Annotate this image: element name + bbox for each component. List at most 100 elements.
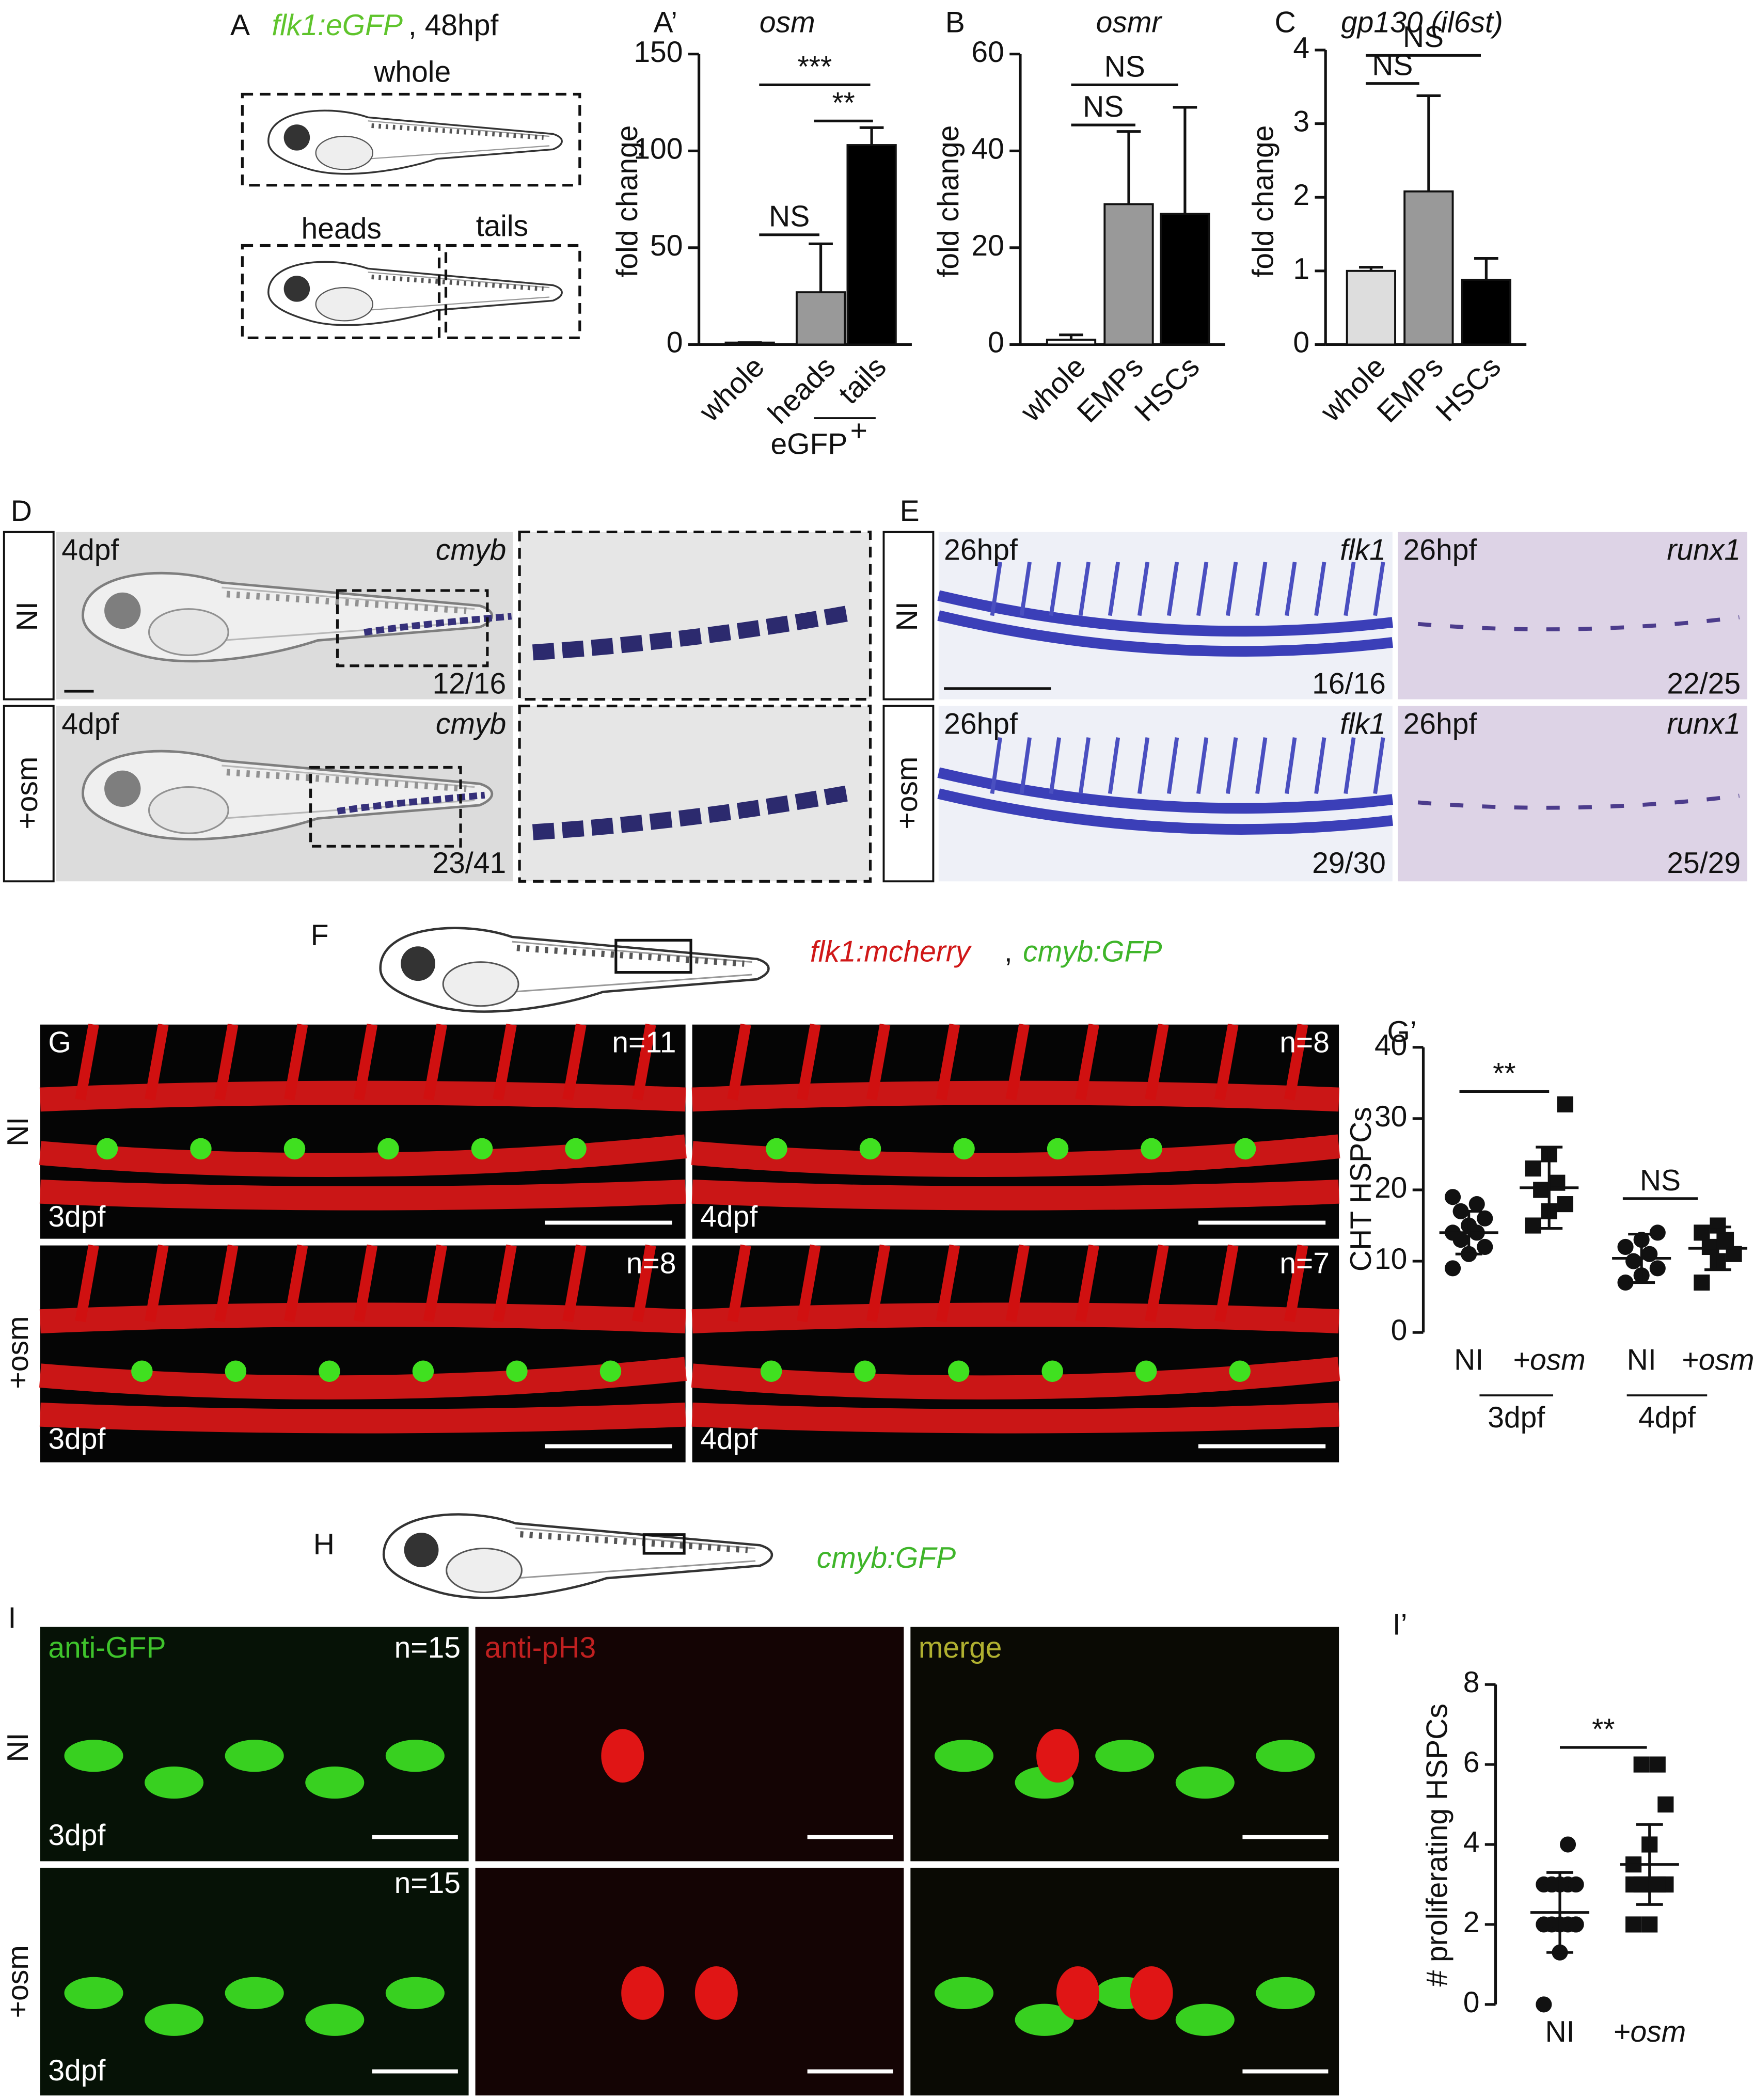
gfp-cell bbox=[1256, 1740, 1315, 1772]
data-point bbox=[1444, 1189, 1461, 1205]
data-point bbox=[1525, 1217, 1541, 1234]
x-tick-label: EMPs bbox=[1071, 350, 1150, 429]
sprout bbox=[145, 1023, 169, 1101]
bar bbox=[1160, 213, 1210, 346]
sprout bbox=[1078, 737, 1091, 794]
sprout bbox=[866, 1023, 891, 1101]
panel-label: B bbox=[945, 6, 965, 39]
region-label: tails bbox=[476, 210, 528, 243]
ph3-nucleus bbox=[601, 1729, 644, 1783]
sprout bbox=[1166, 562, 1179, 616]
sprout bbox=[562, 1023, 587, 1101]
stage: 3dpf bbox=[48, 1819, 105, 1852]
sprout bbox=[1285, 562, 1297, 616]
sprout bbox=[493, 1023, 517, 1101]
x-tick-label: whole bbox=[1314, 350, 1392, 428]
y-axis-label: # proliferating HSPCs bbox=[1421, 1704, 1454, 1986]
sprout bbox=[353, 1023, 378, 1101]
data-point bbox=[1633, 1876, 1650, 1893]
gfp-cell bbox=[935, 1977, 994, 2009]
bar bbox=[724, 341, 775, 346]
significance-label: NS bbox=[1640, 1164, 1681, 1197]
staining bbox=[1417, 793, 1740, 810]
y-tick-label: 0 bbox=[1463, 1986, 1480, 2019]
gene: flk1 bbox=[1340, 533, 1386, 566]
bar bbox=[1346, 269, 1396, 346]
data-point bbox=[1649, 1224, 1666, 1241]
x-tick-label: +osm bbox=[1513, 1343, 1586, 1376]
row-box bbox=[882, 531, 935, 701]
data-point bbox=[1536, 1996, 1552, 2013]
n-label: n=8 bbox=[626, 1247, 676, 1280]
data-point bbox=[1533, 1182, 1550, 1198]
sprout bbox=[1226, 737, 1238, 794]
channel: anti-pH3 bbox=[485, 1631, 596, 1664]
gfp-cell bbox=[225, 1740, 284, 1772]
gfp-cell bbox=[1135, 1360, 1157, 1382]
chart: G’ CHT HSPCs 0 10 20 30 40 ** NS NI +osm NI +osm 3dpf… bbox=[1345, 1015, 1754, 1434]
ph3-nucleus bbox=[1130, 1966, 1173, 2020]
gene: flk1 bbox=[1340, 708, 1386, 741]
count: 29/30 bbox=[1312, 847, 1386, 880]
stage: 4dpf bbox=[700, 1422, 757, 1455]
sprout bbox=[1145, 1023, 1169, 1101]
region-label: heads bbox=[302, 212, 382, 245]
data-point bbox=[1468, 1196, 1485, 1213]
sprout bbox=[797, 1244, 821, 1323]
transgene: cmyb:GFP bbox=[817, 1541, 956, 1574]
gene: runx1 bbox=[1667, 708, 1741, 741]
row-label: +osm bbox=[2, 1945, 35, 2018]
sprout bbox=[936, 1244, 960, 1323]
sprout bbox=[1075, 1244, 1099, 1323]
staining bbox=[1417, 615, 1740, 631]
gfp-cell bbox=[1041, 1360, 1063, 1382]
y-tick-label: 150 bbox=[634, 36, 683, 69]
vessels bbox=[937, 590, 1394, 657]
y-tick-label: 100 bbox=[634, 132, 683, 165]
row-box bbox=[882, 705, 935, 883]
gfp-cell bbox=[283, 1138, 306, 1160]
sprout bbox=[1075, 1023, 1099, 1101]
sprout bbox=[1108, 737, 1120, 794]
data-point bbox=[1444, 1260, 1461, 1277]
fish-drawing bbox=[268, 110, 562, 173]
group-label: 4dpf bbox=[1638, 1401, 1696, 1434]
sprout bbox=[1373, 562, 1385, 616]
fish-drawing bbox=[381, 928, 769, 1012]
transgene: flk1:mcherry bbox=[810, 935, 972, 968]
gfp-cell bbox=[305, 2003, 365, 2036]
data-point bbox=[1536, 1916, 1552, 1933]
sprout bbox=[1166, 737, 1179, 794]
data-point bbox=[1641, 1246, 1658, 1262]
gfp-cell bbox=[225, 1360, 247, 1382]
sprout bbox=[214, 1023, 239, 1101]
sprout bbox=[75, 1244, 99, 1323]
sprout bbox=[493, 1244, 517, 1323]
n-label: n=15 bbox=[394, 1867, 461, 1900]
data-point bbox=[1717, 1232, 1734, 1248]
gfp-cell bbox=[1175, 1766, 1235, 1799]
gfp-cell bbox=[385, 1977, 445, 2009]
panel-label: G’ bbox=[1387, 1015, 1416, 1048]
transgene: cmyb:GFP bbox=[1023, 935, 1162, 968]
sprout bbox=[632, 1023, 656, 1101]
gfp-cell bbox=[1015, 2003, 1074, 2036]
dashed-box bbox=[241, 244, 441, 340]
data-point bbox=[1657, 1796, 1674, 1813]
gfp-cell bbox=[1175, 2003, 1235, 2036]
data-point bbox=[1568, 1916, 1584, 1933]
gfp-cell bbox=[506, 1360, 528, 1382]
zoom-box bbox=[309, 766, 462, 848]
gfp-cell bbox=[599, 1360, 622, 1382]
gfp-cell bbox=[1095, 1740, 1155, 1772]
stage: 26hpf bbox=[944, 708, 1018, 741]
sprout bbox=[1255, 562, 1268, 616]
panel-label: A bbox=[230, 9, 250, 42]
group-label: 3dpf bbox=[1488, 1401, 1545, 1434]
sprout bbox=[1196, 562, 1209, 616]
count: 22/25 bbox=[1667, 667, 1741, 701]
stage: 26hpf bbox=[1403, 708, 1477, 741]
gfp-cell bbox=[1047, 1138, 1069, 1160]
significance-label: NS bbox=[1372, 49, 1413, 82]
y-tick-label: 30 bbox=[1374, 1100, 1407, 1133]
